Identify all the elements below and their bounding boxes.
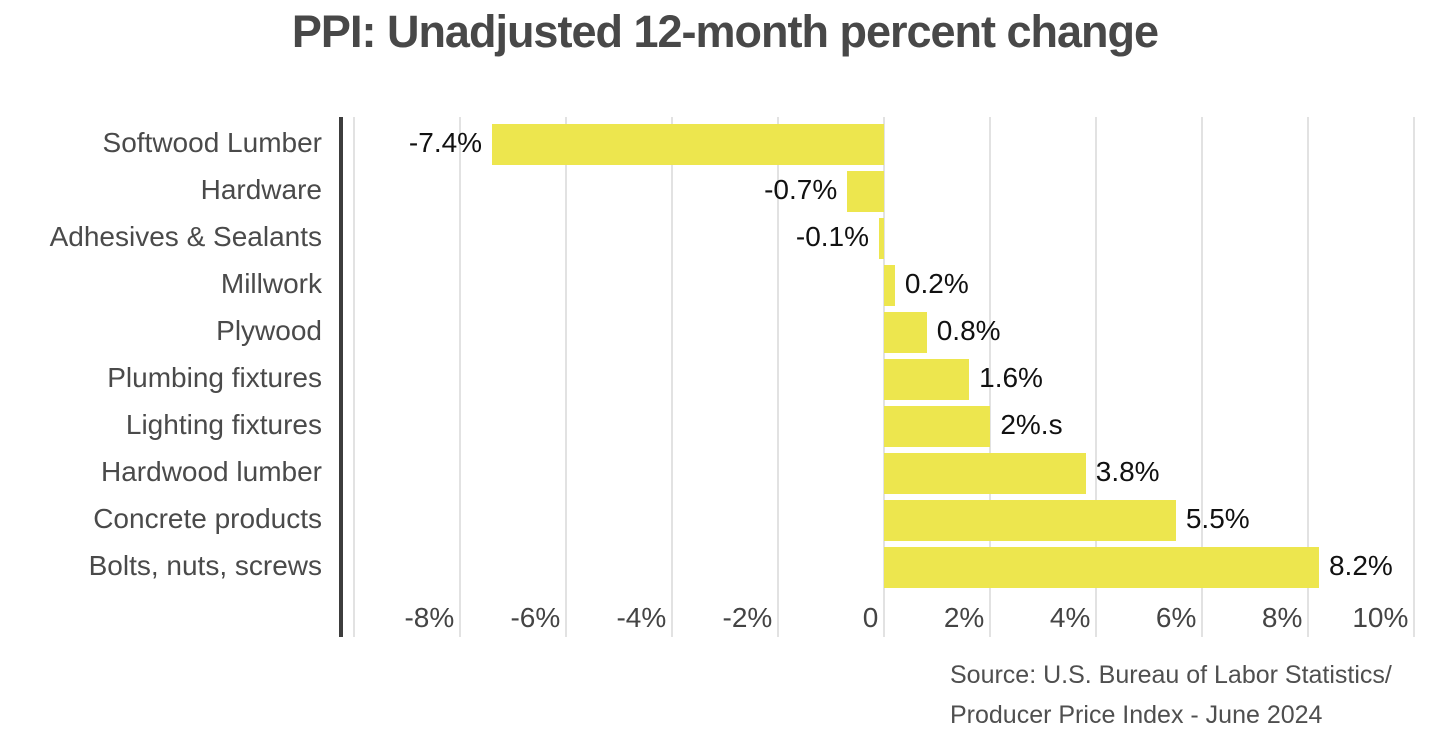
- gridline--4: [671, 117, 674, 637]
- value-label-millwork: 0.2%: [904, 268, 969, 299]
- category-label-hardwood-lumber: Hardwood lumber: [101, 456, 322, 487]
- x-tick-8: 8%: [1261, 602, 1303, 633]
- value-label-softwood-lumber: -7.4%: [408, 127, 483, 158]
- x-tick--2: -2%: [722, 602, 773, 633]
- bar-lighting-fixtures: [884, 406, 991, 447]
- category-label-plumbing-fixtures: Plumbing fixtures: [107, 362, 322, 393]
- value-label-hardwood-lumber: 3.8%: [1095, 456, 1160, 487]
- bar-adhesives-sealants: [879, 218, 885, 259]
- value-label-plywood: 0.8%: [936, 315, 1001, 346]
- category-label-hardware: Hardware: [200, 174, 322, 205]
- x-tick--4: -4%: [616, 602, 667, 633]
- bar-plumbing-fixtures: [884, 359, 970, 400]
- category-label-bolts-nuts-screws: Bolts, nuts, screws: [88, 550, 322, 581]
- gridline-4: [1095, 117, 1098, 637]
- bar-hardware: [847, 171, 885, 212]
- bar-millwork: [884, 265, 895, 306]
- category-label-lighting-fixtures: Lighting fixtures: [125, 409, 322, 440]
- value-label-concrete-products: 5.5%: [1185, 503, 1250, 534]
- value-label-bolts-nuts-screws: 8.2%: [1328, 550, 1393, 581]
- source-line-2: Producer Price Index - June 2024: [950, 701, 1323, 729]
- value-label-adhesives-sealants: -0.1%: [795, 221, 870, 252]
- x-tick--8: -8%: [404, 602, 455, 633]
- y-axis-line: [339, 117, 343, 637]
- bar-softwood-lumber: [492, 124, 885, 165]
- gridline--10: [353, 117, 356, 637]
- value-label-plumbing-fixtures: 1.6%: [979, 362, 1043, 393]
- gridline-8: [1307, 117, 1310, 637]
- source-line-1: Source: U.S. Bureau of Labor Statistics/: [950, 661, 1392, 689]
- category-label-millwork: Millwork: [220, 268, 322, 299]
- category-label-adhesives-sealants: Adhesives & Sealants: [49, 221, 322, 252]
- gridline-10: [1413, 117, 1416, 637]
- x-tick-6: 6%: [1155, 602, 1197, 633]
- bar-concrete-products: [884, 500, 1176, 541]
- source-attribution: Source: U.S. Bureau of Labor Statistics/…: [950, 655, 1392, 735]
- gridline--8: [459, 117, 462, 637]
- x-tick-2: 2%: [943, 602, 985, 633]
- category-label-concrete-products: Concrete products: [93, 503, 322, 534]
- gridline--2: [777, 117, 780, 637]
- x-tick--6: -6%: [510, 602, 561, 633]
- chart-title: PPI: Unadjusted 12-month percent change: [291, 6, 1159, 57]
- gridline-2: [989, 117, 992, 637]
- bar-bolts-nuts-screws: [884, 547, 1319, 588]
- x-tick-0: 0: [862, 602, 879, 633]
- category-label-softwood-lumber: Softwood Lumber: [102, 127, 322, 158]
- bar-plywood: [884, 312, 927, 353]
- x-tick-4: 4%: [1049, 602, 1091, 633]
- x-tick-10: 10%: [1352, 602, 1409, 633]
- value-label-hardware: -0.7%: [764, 174, 838, 205]
- value-label-lighting-fixtures: 2%.s: [1000, 409, 1063, 440]
- gridline-6: [1201, 117, 1204, 637]
- category-label-plywood: Plywood: [216, 315, 322, 346]
- bar-hardwood-lumber: [884, 453, 1086, 494]
- gridline--6: [565, 117, 568, 637]
